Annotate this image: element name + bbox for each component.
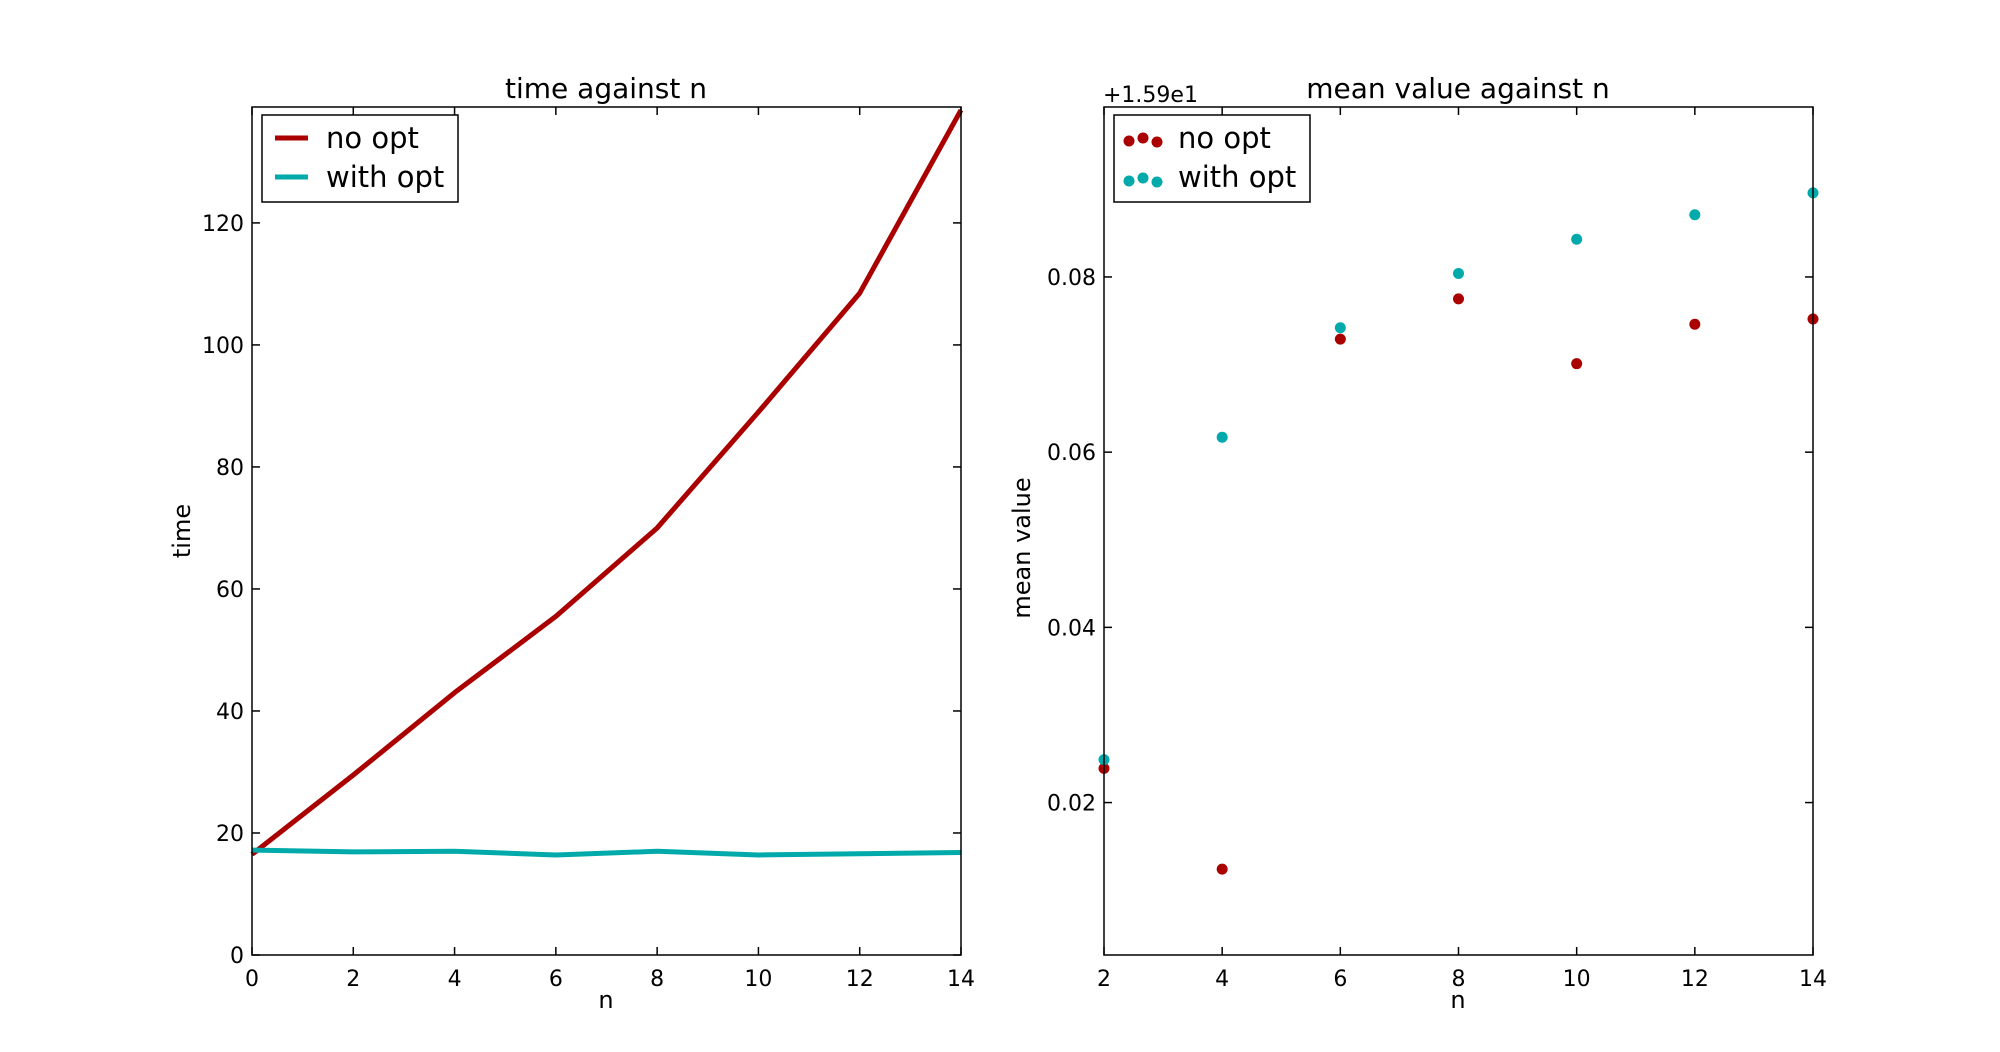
mean-value-chart-legend: no opt with opt <box>1113 114 1311 203</box>
time-chart-legend-box <box>261 114 459 203</box>
mean-value-chart-series-with-opt-point <box>1571 233 1583 245</box>
legend-no-opt-marker <box>1137 132 1149 144</box>
mean-value-chart-series-with-opt-point <box>1216 431 1228 443</box>
legend-with-opt-marker <box>1151 176 1163 188</box>
mean-value-chart-plot-area <box>1098 187 1819 875</box>
time-chart-ytick-label: 60 <box>216 578 244 603</box>
time-chart: time against n n time 0 2 4 6 8 10 12 14 0 20 40 60… <box>168 72 975 1014</box>
mean-value-chart-ytick-label: 0.02 <box>1047 792 1096 817</box>
mean-value-chart: mean value against n +1.59e1 n mean valu… <box>1008 72 1827 1014</box>
mean-value-chart-ylabel: mean value <box>1008 477 1036 618</box>
time-chart-series-no-opt-line <box>250 108 964 857</box>
mean-value-chart-xtick-label: 12 <box>1681 967 1709 992</box>
time-chart-ytick-label: 20 <box>216 822 244 847</box>
legend-with-opt-label: with opt <box>326 160 444 194</box>
legend-with-opt-label: with opt <box>1178 160 1296 194</box>
legend-no-opt-marker <box>1151 136 1163 148</box>
time-chart-xtick-label: 4 <box>448 967 462 992</box>
mean-value-chart-xtick-label: 10 <box>1563 967 1591 992</box>
time-chart-ytick-label: 0 <box>230 944 244 969</box>
mean-value-chart-ytick-label: 0.04 <box>1047 616 1096 641</box>
time-chart-legend: no opt with opt <box>261 114 459 203</box>
time-chart-ytick-label: 120 <box>202 212 244 237</box>
time-chart-title: time against n <box>505 72 707 105</box>
time-chart-xtick-label: 12 <box>846 967 874 992</box>
time-chart-xlabel: n <box>598 986 613 1014</box>
mean-value-chart-xtick-label: 6 <box>1333 967 1347 992</box>
time-chart-xtick-label: 2 <box>346 967 360 992</box>
mean-value-chart-axes: 2 4 6 8 10 12 14 0.02 0.04 0.06 0.08 <box>1047 107 1827 992</box>
mean-value-chart-series-no-opt-point <box>1453 293 1464 305</box>
legend-with-opt-marker <box>1137 172 1149 184</box>
time-chart-plot-area <box>250 108 964 858</box>
mean-value-chart-title: mean value against n <box>1306 72 1610 105</box>
time-chart-frame <box>251 106 962 956</box>
mean-value-chart-legend-box <box>1113 114 1311 203</box>
legend-no-opt-marker <box>1123 135 1135 147</box>
mean-value-chart-ytick-label: 0.06 <box>1047 441 1096 466</box>
time-chart-xtick-label: 0 <box>245 967 259 992</box>
mean-value-chart-xlabel: n <box>1450 986 1465 1014</box>
mean-value-chart-xtick-label: 2 <box>1097 967 1111 992</box>
time-chart-ytick-label: 40 <box>216 700 244 725</box>
mean-value-chart-series-no-opt-point <box>1334 333 1346 345</box>
time-chart-xtick-label: 8 <box>650 967 664 992</box>
mean-value-chart-offset-text: +1.59e1 <box>1103 83 1198 108</box>
mean-value-chart-ytick-label: 0.08 <box>1047 266 1096 291</box>
mean-value-chart-series-with-opt-point <box>1689 209 1701 221</box>
time-chart-xtick-label: 6 <box>549 967 563 992</box>
mean-value-chart-series-no-opt-point <box>1216 863 1228 875</box>
mean-value-chart-series-with-opt-point <box>1453 267 1464 279</box>
time-chart-ytick-label: 80 <box>216 456 244 481</box>
time-chart-axes: 0 2 4 6 8 10 12 14 0 20 40 60 80 100 120 <box>202 107 975 992</box>
time-chart-xtick-label: 14 <box>947 967 975 992</box>
mean-value-chart-xtick-label: 4 <box>1215 967 1229 992</box>
mean-value-chart-series-with-opt-point <box>1334 322 1346 334</box>
time-chart-series-with-opt-line <box>251 847 962 858</box>
mean-value-chart-series-no-opt-point <box>1689 318 1701 330</box>
time-chart-ytick-label: 100 <box>202 334 244 359</box>
legend-no-opt-label: no opt <box>326 121 419 155</box>
legend-no-opt-label: no opt <box>1178 121 1271 155</box>
legend-with-opt-marker <box>1123 175 1135 187</box>
mean-value-chart-series-no-opt-point <box>1571 358 1583 370</box>
mean-value-chart-xtick-label: 8 <box>1452 967 1466 992</box>
time-chart-xtick-label: 10 <box>744 967 772 992</box>
time-chart-ylabel: time <box>168 504 196 558</box>
mean-value-chart-xtick-label: 14 <box>1799 967 1827 992</box>
